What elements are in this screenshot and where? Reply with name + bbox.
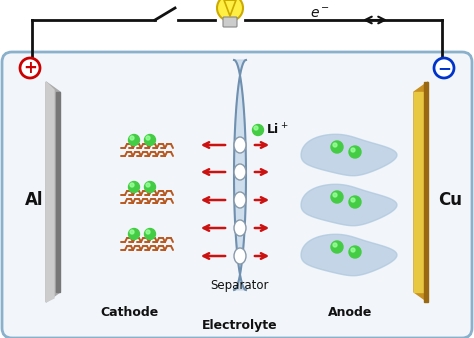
Text: Al: Al [25, 191, 43, 209]
Ellipse shape [234, 137, 246, 153]
Ellipse shape [234, 248, 246, 264]
Polygon shape [424, 82, 428, 302]
Text: Cu: Cu [438, 191, 462, 209]
Polygon shape [301, 134, 397, 176]
Polygon shape [46, 82, 54, 302]
Ellipse shape [128, 228, 139, 240]
Text: e$^-$: e$^-$ [310, 7, 330, 21]
Ellipse shape [333, 243, 337, 247]
Ellipse shape [145, 228, 155, 240]
Ellipse shape [349, 246, 361, 258]
Ellipse shape [130, 136, 134, 140]
Ellipse shape [130, 230, 134, 234]
Ellipse shape [331, 141, 343, 153]
Ellipse shape [349, 146, 361, 158]
Ellipse shape [351, 148, 355, 152]
Ellipse shape [331, 241, 343, 253]
Polygon shape [414, 82, 428, 302]
FancyBboxPatch shape [223, 17, 237, 27]
Polygon shape [301, 184, 397, 226]
Ellipse shape [253, 124, 264, 136]
Text: Cathode: Cathode [101, 306, 159, 318]
Ellipse shape [234, 220, 246, 236]
Circle shape [434, 58, 454, 78]
Polygon shape [234, 60, 246, 290]
Ellipse shape [234, 164, 246, 180]
Ellipse shape [333, 193, 337, 197]
Polygon shape [56, 92, 60, 292]
Ellipse shape [128, 182, 139, 193]
Text: −: − [437, 59, 451, 77]
Ellipse shape [351, 248, 355, 252]
Ellipse shape [145, 135, 155, 145]
Ellipse shape [254, 126, 258, 130]
Ellipse shape [146, 136, 150, 140]
Ellipse shape [234, 192, 246, 208]
Ellipse shape [331, 191, 343, 203]
Ellipse shape [217, 0, 243, 21]
FancyBboxPatch shape [2, 52, 472, 338]
Polygon shape [46, 82, 60, 302]
Ellipse shape [145, 182, 155, 193]
Polygon shape [301, 234, 397, 276]
Ellipse shape [146, 230, 150, 234]
Text: Separator: Separator [211, 279, 269, 291]
Ellipse shape [130, 183, 134, 187]
Text: Li$^+$: Li$^+$ [266, 122, 289, 138]
Text: Electrolyte: Electrolyte [202, 318, 278, 332]
Ellipse shape [128, 135, 139, 145]
Text: +: + [23, 59, 37, 77]
Ellipse shape [349, 196, 361, 208]
Polygon shape [414, 92, 424, 292]
Ellipse shape [351, 198, 355, 202]
Ellipse shape [333, 143, 337, 147]
Text: Anode: Anode [328, 306, 372, 318]
Circle shape [20, 58, 40, 78]
Ellipse shape [146, 183, 150, 187]
